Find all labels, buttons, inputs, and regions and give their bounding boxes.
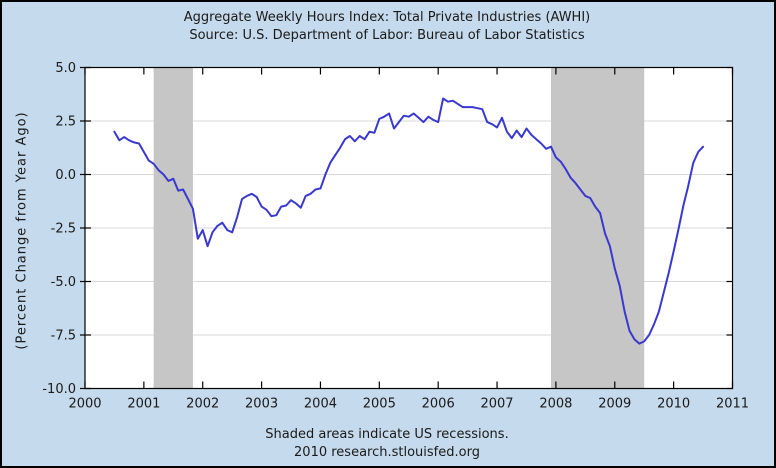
chart-subtitle: Source: U.S. Department of Labor: Bureau…	[189, 28, 585, 43]
y-axis-title: (Percent Change from Year Ago)	[14, 111, 30, 350]
x-tick-label: 2007	[480, 397, 513, 412]
x-tick-label: 2009	[598, 397, 631, 412]
recession-band	[551, 67, 645, 389]
x-tick-label: 2004	[304, 397, 337, 412]
series-line	[113, 97, 705, 345]
recession-band	[153, 67, 193, 389]
x-tick-label: 2000	[68, 397, 101, 412]
y-tick-label: -2.5	[51, 222, 76, 237]
y-tick-label: 0.0	[55, 168, 76, 183]
recession-footnote: Shaded areas indicate US recessions.	[265, 427, 509, 442]
source-credit: 2010 research.stlouisfed.org	[294, 445, 480, 460]
chart-title: Aggregate Weekly Hours Index: Total Priv…	[183, 10, 591, 25]
x-tick-label: 2001	[127, 397, 160, 412]
x-tick-label: 2010	[657, 397, 690, 412]
y-tick-label: -7.5	[51, 329, 76, 344]
x-tick-label: 2002	[186, 397, 219, 412]
x-tick-label: 2008	[539, 397, 572, 412]
y-tick-label: -10.0	[42, 382, 76, 397]
x-tick-label: 2003	[245, 397, 278, 412]
x-tick-label: 2006	[422, 397, 455, 412]
x-tick-label: 2011	[716, 397, 749, 412]
y-tick-label: -5.0	[51, 275, 76, 290]
y-tick-label: 5.0	[55, 61, 76, 76]
x-tick-label: 2005	[363, 397, 396, 412]
y-tick-label: 2.5	[55, 115, 76, 130]
